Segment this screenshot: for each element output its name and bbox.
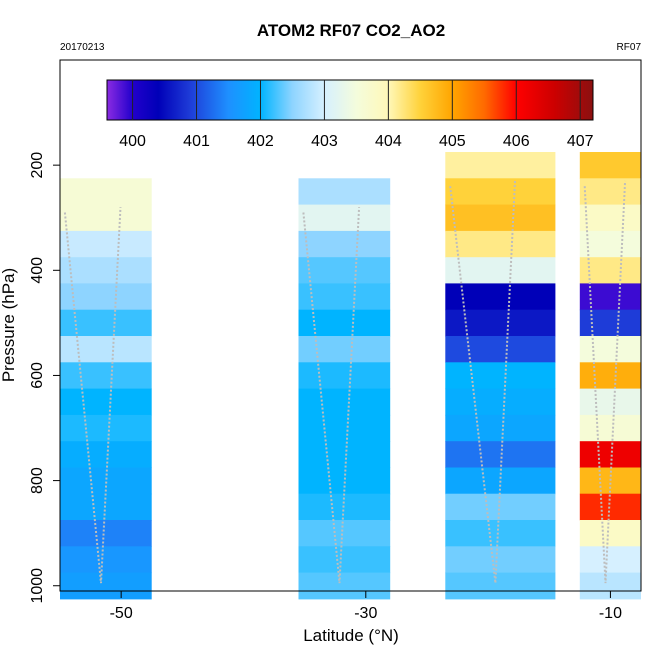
heatmap-cell — [579, 388, 641, 416]
heatmap-cell — [298, 257, 391, 284]
flight-date-label: 20170213 — [60, 42, 105, 53]
heatmap-cell — [579, 178, 641, 206]
colorbar-tick-label: 405 — [439, 133, 466, 150]
heatmap-cell — [445, 520, 556, 547]
heatmap-cell — [60, 336, 152, 363]
flight-tracks — [63, 180, 627, 584]
heatmap-cell — [60, 388, 152, 416]
heatmap-cell — [579, 152, 641, 179]
heatmap-cell — [445, 309, 556, 337]
x-axis: -50 -30 -10 — [110, 591, 622, 622]
heatmap-cell — [60, 546, 152, 574]
colorbar-gradient — [106, 79, 594, 121]
heatmap-cell — [298, 414, 391, 442]
colorbar-tick-label: 406 — [503, 133, 530, 150]
heatmap-cell — [298, 283, 391, 311]
y-axis-label: Pressure (hPa) — [0, 268, 18, 382]
heatmap-cell — [60, 283, 152, 311]
flight-track — [63, 207, 122, 584]
heatmap-cell — [298, 178, 391, 206]
heatmap-cell — [298, 572, 391, 600]
heatmap-cell — [60, 520, 152, 547]
heatmap-cell — [579, 336, 641, 363]
heatmap-cell — [60, 414, 152, 442]
heatmap-cell — [579, 230, 641, 258]
heatmap-cell — [579, 546, 641, 574]
x-tick-label: -10 — [599, 605, 622, 622]
flight-id-label: RF07 — [617, 42, 642, 53]
heatmap-cell — [445, 388, 556, 416]
heatmap-cell — [445, 572, 556, 600]
y-tick-label: 400 — [29, 257, 46, 284]
heatmap-cell — [579, 309, 641, 337]
heatmap-cell — [60, 257, 152, 284]
heatmap-cell — [60, 230, 152, 258]
heatmap-cell — [445, 178, 556, 206]
colorbar-tick-label: 403 — [311, 133, 338, 150]
heatmap-cell — [445, 152, 556, 179]
colorbar-tick-label: 401 — [183, 133, 210, 150]
x-axis-label: Latitude (°N) — [303, 626, 399, 645]
colorbar — [106, 79, 594, 121]
heatmap-cell — [579, 283, 641, 311]
heatmap-cells — [60, 152, 641, 600]
heatmap-cell — [298, 336, 391, 363]
heatmap-cell — [298, 546, 391, 574]
flight-track — [583, 180, 627, 584]
heatmap-cell — [579, 414, 641, 442]
heatmap-cell — [445, 362, 556, 390]
heatmap-cell — [445, 257, 556, 284]
heatmap-cell — [445, 441, 556, 468]
colorbar-tick-label: 407 — [567, 133, 594, 150]
x-tick-label: -50 — [110, 605, 133, 622]
heatmap-cell — [445, 230, 556, 258]
heatmap-cell — [298, 362, 391, 390]
heatmap-cell — [298, 309, 391, 337]
y-tick-label: 1000 — [29, 568, 46, 604]
heatmap-cell — [579, 362, 641, 390]
heatmap-cell — [579, 204, 641, 232]
heatmap-cell — [60, 178, 152, 206]
flight-track — [449, 180, 516, 584]
heatmap-cell — [445, 336, 556, 363]
y-tick-label: 800 — [29, 467, 46, 494]
heatmap-cell — [60, 362, 152, 390]
heatmap-cell — [445, 546, 556, 574]
heatmap-cell — [60, 204, 152, 232]
colorbar-ticks: 400 401 402 403 404 405 406 407 — [119, 80, 594, 150]
flight-track — [302, 207, 361, 584]
heatmap-cell — [298, 388, 391, 416]
colorbar-tick-label: 400 — [119, 133, 146, 150]
heatmap-cell — [579, 493, 641, 521]
heatmap-cell — [445, 414, 556, 442]
heatmap-cell — [579, 520, 641, 547]
heatmap-cell — [298, 204, 391, 232]
colorbar-tick-label: 402 — [247, 133, 274, 150]
x-tick-label: -30 — [354, 605, 377, 622]
heatmap-cell — [298, 230, 391, 258]
plot-frame — [59, 59, 642, 592]
heatmap-cell — [60, 441, 152, 468]
heatmap-cell — [298, 441, 391, 468]
heatmap-cell — [60, 309, 152, 337]
heatmap-cell — [60, 572, 152, 600]
chart-title: ATOM2 RF07 CO2_AO2 — [257, 21, 445, 40]
heatmap-cell — [298, 520, 391, 547]
y-axis: 200 400 600 800 1000 — [29, 152, 60, 604]
y-tick-label: 200 — [29, 152, 46, 179]
colorbar-tick-label: 404 — [375, 133, 402, 150]
y-tick-label: 600 — [29, 362, 46, 389]
heatmap-cell — [445, 204, 556, 232]
